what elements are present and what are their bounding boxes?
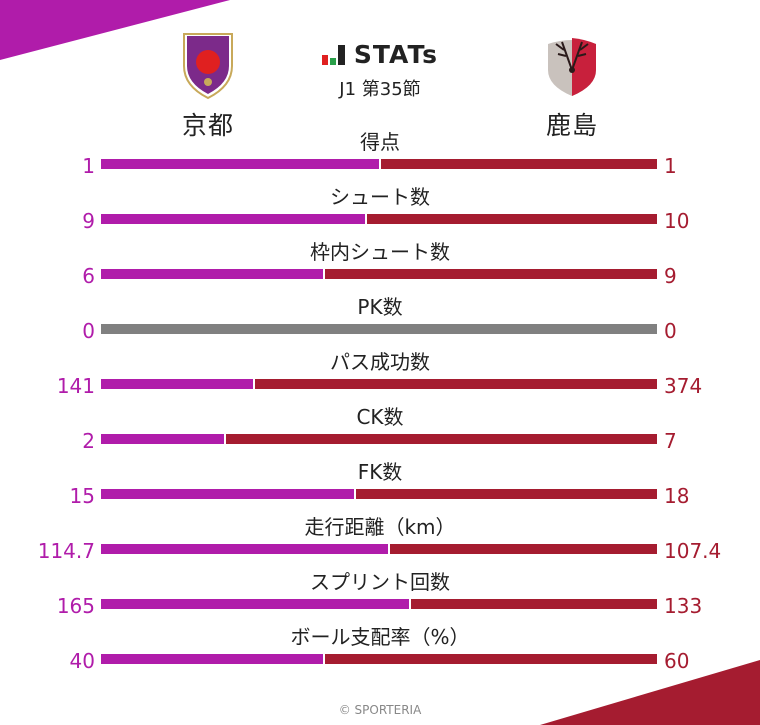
- stat-label: パス成功数: [330, 350, 430, 374]
- away-team-name: 鹿島: [545, 111, 598, 140]
- stat-bar: [101, 654, 657, 664]
- home-team-name: 京都: [181, 111, 234, 140]
- copyright: © SPORTERIA: [338, 703, 422, 717]
- stat-label: スプリント回数: [310, 570, 450, 594]
- home-value: 2: [82, 429, 95, 453]
- home-value: 9: [82, 209, 95, 233]
- home-value: 15: [69, 484, 95, 508]
- bar-chart-icon: [321, 44, 345, 65]
- stat-bar: [101, 379, 657, 389]
- away-value: 10: [664, 209, 690, 233]
- home-value: 6: [82, 264, 95, 288]
- away-value: 9: [664, 264, 677, 288]
- stat-bar: [101, 214, 657, 224]
- stat-bar: [101, 159, 657, 169]
- home-value: 0: [82, 319, 95, 343]
- away-value: 60: [664, 649, 690, 673]
- stat-bar: [101, 599, 657, 609]
- away-value: 133: [664, 594, 703, 618]
- stat-bar: [101, 544, 657, 554]
- away-value: 107.4: [664, 539, 722, 563]
- away-value: 18: [664, 484, 690, 508]
- home-team: 京都: [148, 30, 268, 142]
- kashima-antlers-crest-icon: [548, 38, 596, 96]
- stats-header: STATs J1 第35節: [300, 40, 460, 101]
- away-value: 374: [664, 374, 703, 398]
- home-value: 1: [82, 154, 95, 178]
- home-value: 141: [56, 374, 95, 398]
- home-value: 114.7: [37, 539, 95, 563]
- stat-label: CK数: [356, 405, 404, 429]
- stat-bar: [101, 324, 657, 334]
- stat-label: シュート数: [330, 185, 430, 209]
- stat-label: PK数: [357, 295, 403, 319]
- stat-label: 枠内シュート数: [310, 240, 450, 264]
- brand-title: STATs: [353, 40, 439, 69]
- home-value: 165: [56, 594, 95, 618]
- away-value: 0: [664, 319, 677, 343]
- stat-label: FK数: [357, 460, 403, 484]
- stat-bar: [101, 489, 657, 499]
- match-round: J1 第35節: [339, 79, 421, 100]
- away-value: 1: [664, 154, 677, 178]
- stat-bar: [101, 434, 657, 444]
- kyoto-sanga-crest-icon: [183, 33, 233, 100]
- away-team: 鹿島: [512, 30, 632, 142]
- home-value: 40: [69, 649, 95, 673]
- stat-label: 走行距離（km）: [304, 515, 456, 539]
- away-value: 7: [664, 429, 677, 453]
- stat-bar: [101, 269, 657, 279]
- stat-label: ボール支配率（%）: [290, 625, 470, 649]
- stat-label: 得点: [360, 130, 400, 154]
